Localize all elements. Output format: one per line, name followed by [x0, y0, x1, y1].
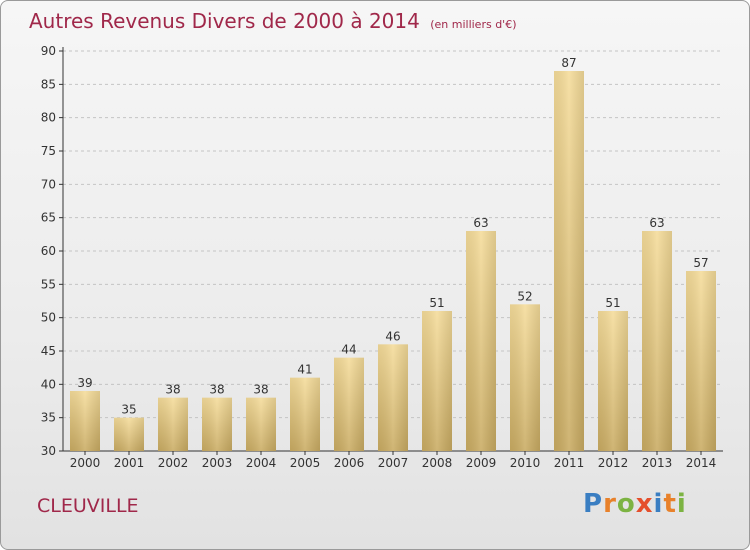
data-label: 57: [693, 256, 708, 270]
x-tick-label: 2005: [290, 456, 321, 470]
y-tick-label: 80: [41, 111, 56, 125]
data-label: 46: [385, 329, 400, 343]
data-label: 51: [605, 296, 620, 310]
bar-shade: [246, 397, 276, 451]
bar-shade: [290, 377, 320, 451]
y-tick-label: 35: [41, 411, 56, 425]
bar-shade: [686, 271, 716, 451]
y-tick-label: 55: [41, 277, 56, 291]
y-tick-label: 85: [41, 77, 56, 91]
x-tick-label: 2009: [466, 456, 497, 470]
y-tick-label: 40: [41, 377, 56, 391]
y-tick-label: 75: [41, 144, 56, 158]
x-tick-label: 2002: [158, 456, 189, 470]
data-label: 63: [473, 216, 488, 230]
x-tick-label: 2013: [642, 456, 673, 470]
proxiti-logo: Proxiti: [583, 489, 687, 519]
data-label: 35: [121, 403, 136, 417]
bar-shade: [510, 304, 540, 451]
data-label: 38: [209, 383, 224, 397]
x-tick-label: 2014: [686, 456, 717, 470]
y-tick-label: 50: [41, 311, 56, 325]
y-tick-label: 90: [41, 44, 56, 58]
y-tick-label: 70: [41, 177, 56, 191]
x-tick-label: 2000: [70, 456, 101, 470]
bar-shade: [598, 311, 628, 451]
data-label: 44: [341, 343, 356, 357]
x-tick-label: 2010: [510, 456, 541, 470]
chart-title-unit: (en milliers d'€): [430, 18, 517, 31]
data-label: 38: [253, 383, 268, 397]
bar-shade: [158, 397, 188, 451]
x-tick-label: 2007: [378, 456, 409, 470]
chart-title-text: Autres Revenus Divers de 2000 à 2014: [29, 9, 420, 33]
bar-shade: [422, 311, 452, 451]
data-label: 63: [649, 216, 664, 230]
x-tick-label: 2004: [246, 456, 277, 470]
y-tick-label: 30: [41, 444, 56, 458]
x-tick-label: 2003: [202, 456, 233, 470]
x-tick-label: 2006: [334, 456, 365, 470]
bar-shade: [642, 231, 672, 451]
x-tick-label: 2008: [422, 456, 453, 470]
bar-shade: [334, 357, 364, 451]
y-tick-label: 65: [41, 211, 56, 225]
data-label: 39: [77, 376, 92, 390]
y-tick-label: 60: [41, 244, 56, 258]
bar-shade: [70, 391, 100, 451]
y-tick-label: 45: [41, 344, 56, 358]
x-tick-label: 2011: [554, 456, 585, 470]
x-tick-label: 2012: [598, 456, 629, 470]
bar-shade: [378, 344, 408, 451]
bar-shade: [202, 397, 232, 451]
data-label: 51: [429, 296, 444, 310]
bar-shade: [466, 231, 496, 451]
chart-title: Autres Revenus Divers de 2000 à 2014 (en…: [29, 9, 517, 33]
data-label: 41: [297, 363, 312, 377]
bar-shade: [114, 417, 144, 451]
data-label: 52: [517, 289, 532, 303]
data-label: 38: [165, 383, 180, 397]
x-tick-label: 2001: [114, 456, 145, 470]
data-label: 87: [561, 56, 576, 70]
bar-shade: [554, 71, 584, 451]
commune-name: CLEUVILLE: [37, 495, 139, 517]
